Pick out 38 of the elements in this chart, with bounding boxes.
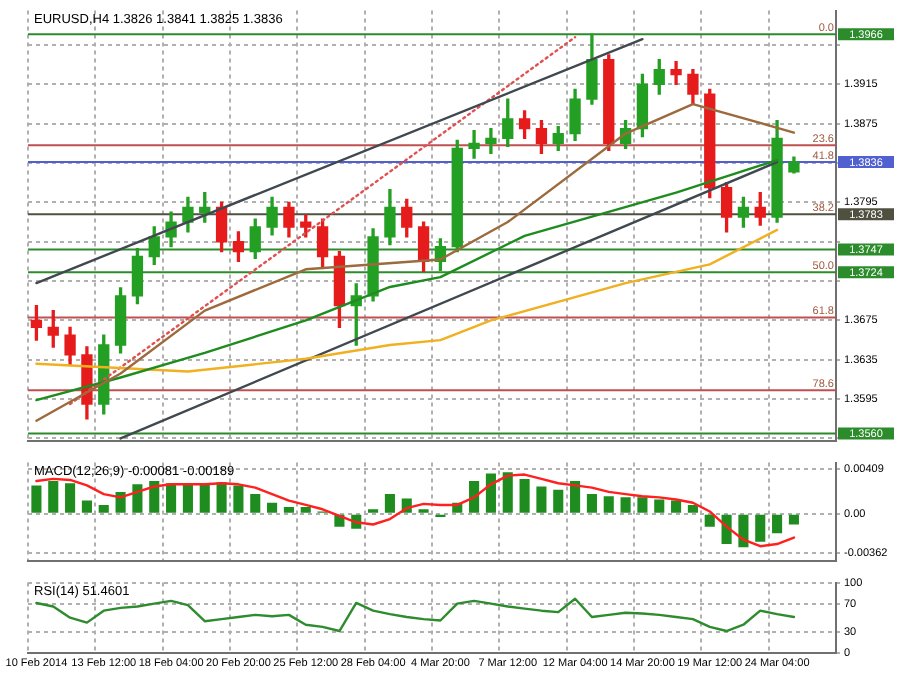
bar	[536, 486, 547, 513]
bar	[283, 507, 294, 513]
bar	[31, 485, 42, 513]
bar	[755, 514, 766, 542]
bar	[149, 481, 160, 513]
bar	[485, 473, 496, 513]
bar	[654, 499, 665, 513]
bar	[166, 483, 177, 513]
candlestick	[670, 61, 682, 86]
bar	[250, 494, 261, 513]
candlestick	[485, 127, 497, 154]
bar	[772, 514, 783, 534]
bar	[65, 483, 76, 513]
bar	[300, 507, 311, 513]
bar	[182, 484, 193, 513]
bar	[98, 504, 109, 513]
bar	[48, 481, 59, 513]
bar	[384, 494, 395, 513]
bar	[199, 483, 210, 513]
bar	[788, 514, 799, 525]
bar	[671, 500, 682, 513]
bar	[267, 502, 278, 513]
bar	[216, 482, 227, 513]
bar	[704, 514, 715, 527]
bar	[620, 497, 631, 513]
bar	[132, 484, 143, 513]
bar	[687, 504, 698, 513]
bar	[502, 472, 513, 513]
bar	[570, 481, 581, 513]
bar	[81, 500, 92, 513]
bar	[233, 485, 244, 513]
bar	[586, 494, 597, 513]
bar	[603, 496, 614, 513]
bar	[553, 489, 564, 513]
bar	[519, 478, 530, 513]
candlestick	[468, 129, 480, 159]
bar	[469, 481, 480, 513]
bar	[637, 497, 648, 513]
